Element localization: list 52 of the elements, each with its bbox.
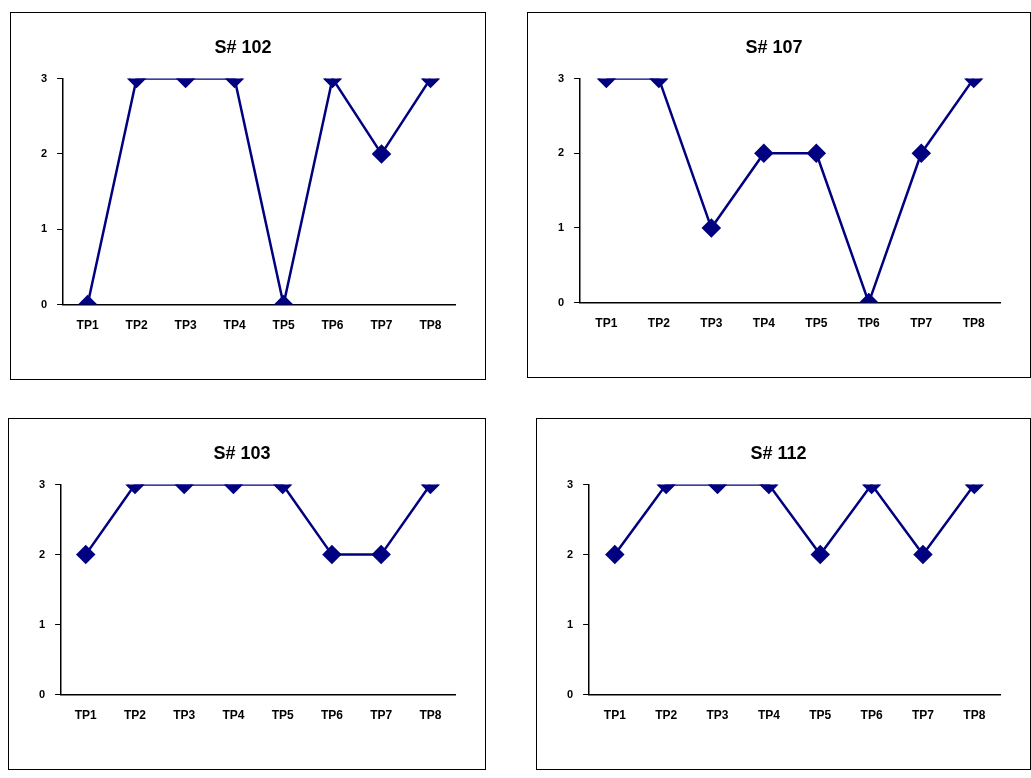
x-tick-label: TP7 [370,708,393,723]
x-tick-label: TP6 [321,318,344,333]
x-tick-label: TP8 [963,708,986,723]
chart-title: S# 107 [745,36,803,57]
y-tick-label: 1 [566,617,574,630]
x-tick-label: TP2 [655,708,678,723]
y-tick-label: 3 [557,71,565,84]
x-tick-label: TP6 [857,316,881,331]
x-tick-label: TP5 [805,316,828,331]
y-tick-label: 0 [557,295,565,308]
y-tick-label: 1 [40,222,48,235]
x-tick-label: TP6 [320,708,344,723]
x-tick-label: TP8 [962,316,986,331]
x-tick-label: TP1 [595,316,618,331]
x-tick-label: TP1 [74,708,98,723]
y-tick-label: 0 [40,297,48,310]
x-tick-label: TP4 [752,316,776,331]
x-tick-label: TP6 [860,708,883,723]
x-tick-label: TP4 [222,708,245,723]
y-tick-label: 2 [38,547,46,560]
x-tick-label: TP5 [271,708,294,723]
x-tick-label: TP4 [757,708,781,723]
y-tick-label: 0 [566,687,574,700]
x-tick-label: TP3 [706,708,729,723]
x-tick-label: TP8 [419,318,442,333]
y-tick-label: 2 [40,146,48,159]
x-tick-label: TP2 [125,318,148,333]
y-tick-label: 2 [557,146,565,159]
x-tick-label: TP3 [700,316,723,331]
x-tick-label: TP8 [419,708,442,723]
x-tick-label: TP3 [174,318,197,333]
x-tick-label: TP1 [603,708,627,723]
chart-title: S# 102 [214,36,272,57]
x-tick-label: TP5 [272,318,295,333]
chart-title: S# 112 [750,442,807,463]
x-tick-label: TP1 [76,318,99,333]
y-tick-label: 2 [566,547,574,560]
x-tick-label: TP7 [370,318,393,333]
x-tick-label: TP7 [911,708,935,723]
chart-title: S# 103 [213,442,271,463]
y-tick-label: 3 [40,71,48,84]
y-tick-label: 1 [557,220,565,233]
x-tick-label: TP3 [173,708,196,723]
x-tick-label: TP7 [910,316,933,331]
x-tick-label: TP4 [223,318,246,333]
x-tick-label: TP5 [809,708,832,723]
x-tick-label: TP2 [123,708,147,723]
y-tick-label: 3 [38,477,46,490]
y-tick-label: 3 [566,477,574,490]
y-tick-label: 1 [38,617,46,630]
y-tick-label: 0 [38,687,46,700]
x-tick-label: TP2 [647,316,671,331]
